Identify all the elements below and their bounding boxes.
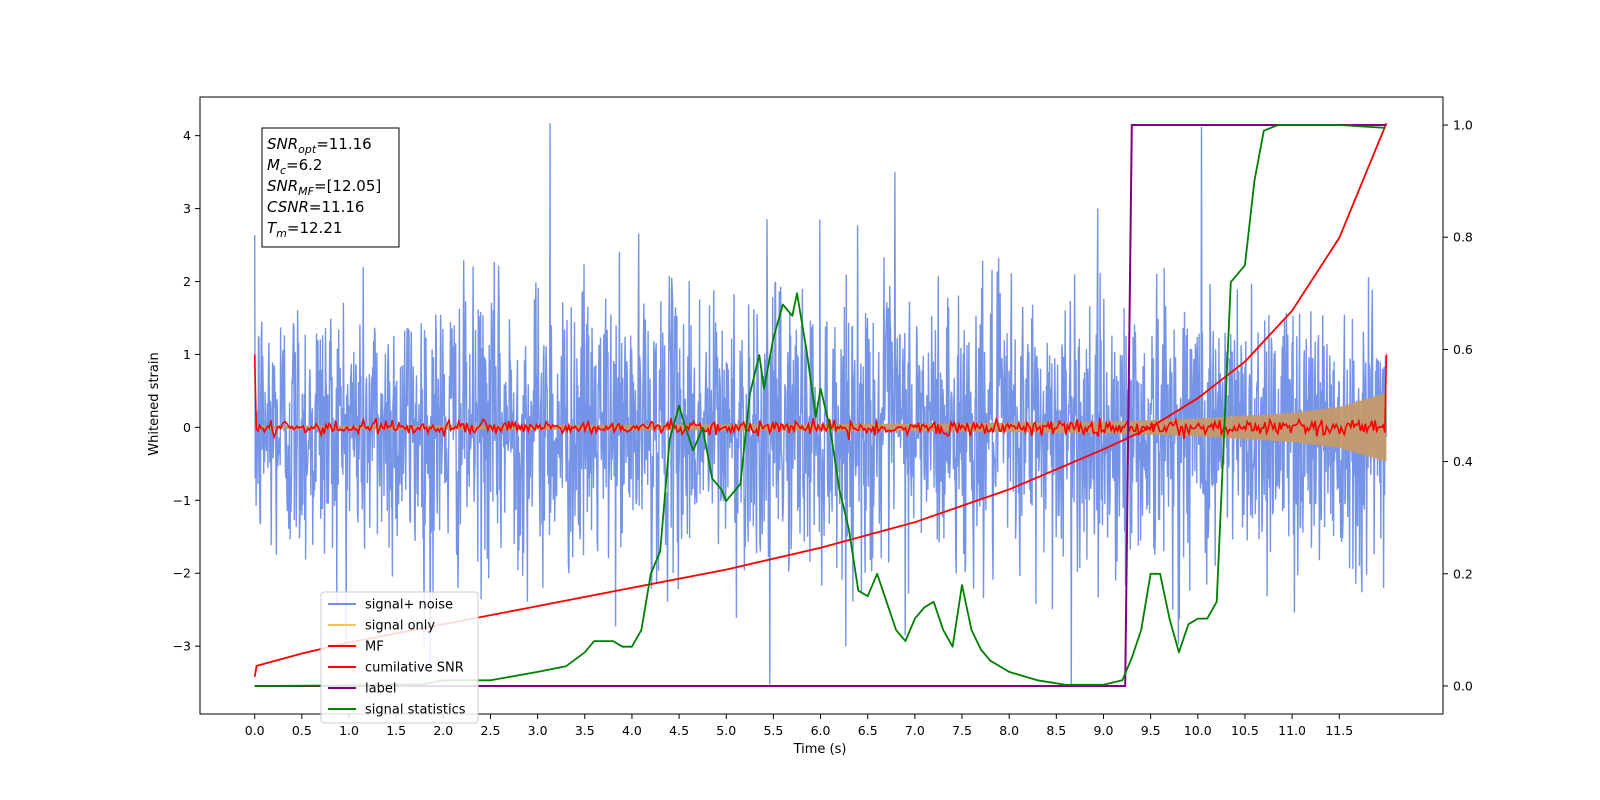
legend-entry-label: signal statistics bbox=[365, 703, 466, 718]
legend-entry-label: MF bbox=[365, 640, 384, 655]
x-tick-label: 7.0 bbox=[905, 723, 925, 738]
annotation-line: SNRMF=[12.05] bbox=[267, 177, 381, 198]
y-tick-label: −2 bbox=[173, 566, 191, 581]
legend-frame bbox=[320, 591, 479, 724]
x-tick-label: 1.5 bbox=[386, 723, 406, 738]
x-tick-label: 6.5 bbox=[858, 723, 878, 738]
legend: signal+ noise signal only MF cumilative SNR… bbox=[320, 591, 479, 724]
x-tick-label: 10.0 bbox=[1184, 723, 1212, 738]
x-tick-label: 6.0 bbox=[811, 723, 831, 738]
x-tick-label: 7.5 bbox=[952, 723, 972, 738]
legend-entry-label: signal+ noise bbox=[365, 598, 453, 613]
x-tick-label: 8.5 bbox=[1046, 723, 1066, 738]
y2-tick-label: 0.8 bbox=[1453, 230, 1473, 245]
y-axis-label: Whitened strain bbox=[147, 352, 162, 455]
x-tick-label: 4.5 bbox=[669, 723, 689, 738]
annotation-frame bbox=[261, 127, 400, 248]
x-tick-label: 2.5 bbox=[481, 723, 501, 738]
series-signal-only bbox=[254, 393, 1387, 462]
x-tick-label: 11.0 bbox=[1278, 723, 1306, 738]
annotation-line: SNRopt=11.16 bbox=[267, 135, 372, 156]
x-tick-label: 8.0 bbox=[999, 723, 1019, 738]
x-tick-label: 9.5 bbox=[1141, 723, 1161, 738]
x-tick-label: 11.5 bbox=[1325, 723, 1353, 738]
series-mf bbox=[253, 354, 1388, 441]
x-tick-label: 0.5 bbox=[292, 723, 312, 738]
series-signal-statistics bbox=[254, 124, 1386, 687]
annotation-line: Tm=12.21 bbox=[267, 219, 342, 240]
annotation-line: CSNR=11.16 bbox=[267, 198, 364, 216]
x-tick-label: 0.0 bbox=[245, 723, 265, 738]
x-axis-label: Time (s) bbox=[793, 742, 847, 757]
x-tick-label: 9.0 bbox=[1094, 723, 1114, 738]
x-tick-label: 3.0 bbox=[528, 723, 548, 738]
y2-tick-label: 0.6 bbox=[1453, 342, 1473, 357]
y2-tick-label: 0.2 bbox=[1453, 566, 1473, 581]
legend-entry-label: cumilative SNR bbox=[365, 661, 464, 676]
y-tick-label: −1 bbox=[173, 493, 191, 508]
y-tick-label: 1 bbox=[183, 347, 191, 362]
x-tick-label: 5.0 bbox=[716, 723, 736, 738]
legend-entry-label: signal only bbox=[365, 619, 435, 634]
y2-tick-label: 0.4 bbox=[1453, 454, 1473, 469]
x-tick-label: 10.5 bbox=[1231, 723, 1259, 738]
y-tick-label: 4 bbox=[183, 128, 191, 143]
series-signal-noise bbox=[253, 123, 1388, 685]
y-tick-label: 2 bbox=[183, 274, 191, 289]
plot-frame bbox=[199, 96, 1444, 715]
y-tick-label: 3 bbox=[183, 201, 191, 216]
x-tick-label: 4.0 bbox=[622, 723, 642, 738]
x-tick-label: 3.5 bbox=[575, 723, 595, 738]
x-tick-label: 2.0 bbox=[433, 723, 453, 738]
series-label bbox=[254, 124, 1386, 687]
y-tick-label: 0 bbox=[183, 420, 191, 435]
axes: 0.0 0.5 1.0 1.5 2.0 2.5 3.0 3.5 4.0 4.5 5.0 5.5 6.0 6… bbox=[173, 96, 1473, 738]
y-tick-label: −3 bbox=[173, 639, 191, 654]
annotation-box: SNRopt=11.16Mc=6.2SNRMF=[12.05]CSNR=11.1… bbox=[261, 127, 400, 248]
annotation-line: Mc=6.2 bbox=[267, 156, 322, 177]
x-tick-label: 1.0 bbox=[339, 723, 359, 738]
x-tick-label: 5.5 bbox=[763, 723, 783, 738]
legend-entry-label: label bbox=[365, 682, 396, 697]
y2-tick-label: 0.0 bbox=[1453, 678, 1473, 693]
y2-tick-label: 1.0 bbox=[1453, 118, 1473, 133]
